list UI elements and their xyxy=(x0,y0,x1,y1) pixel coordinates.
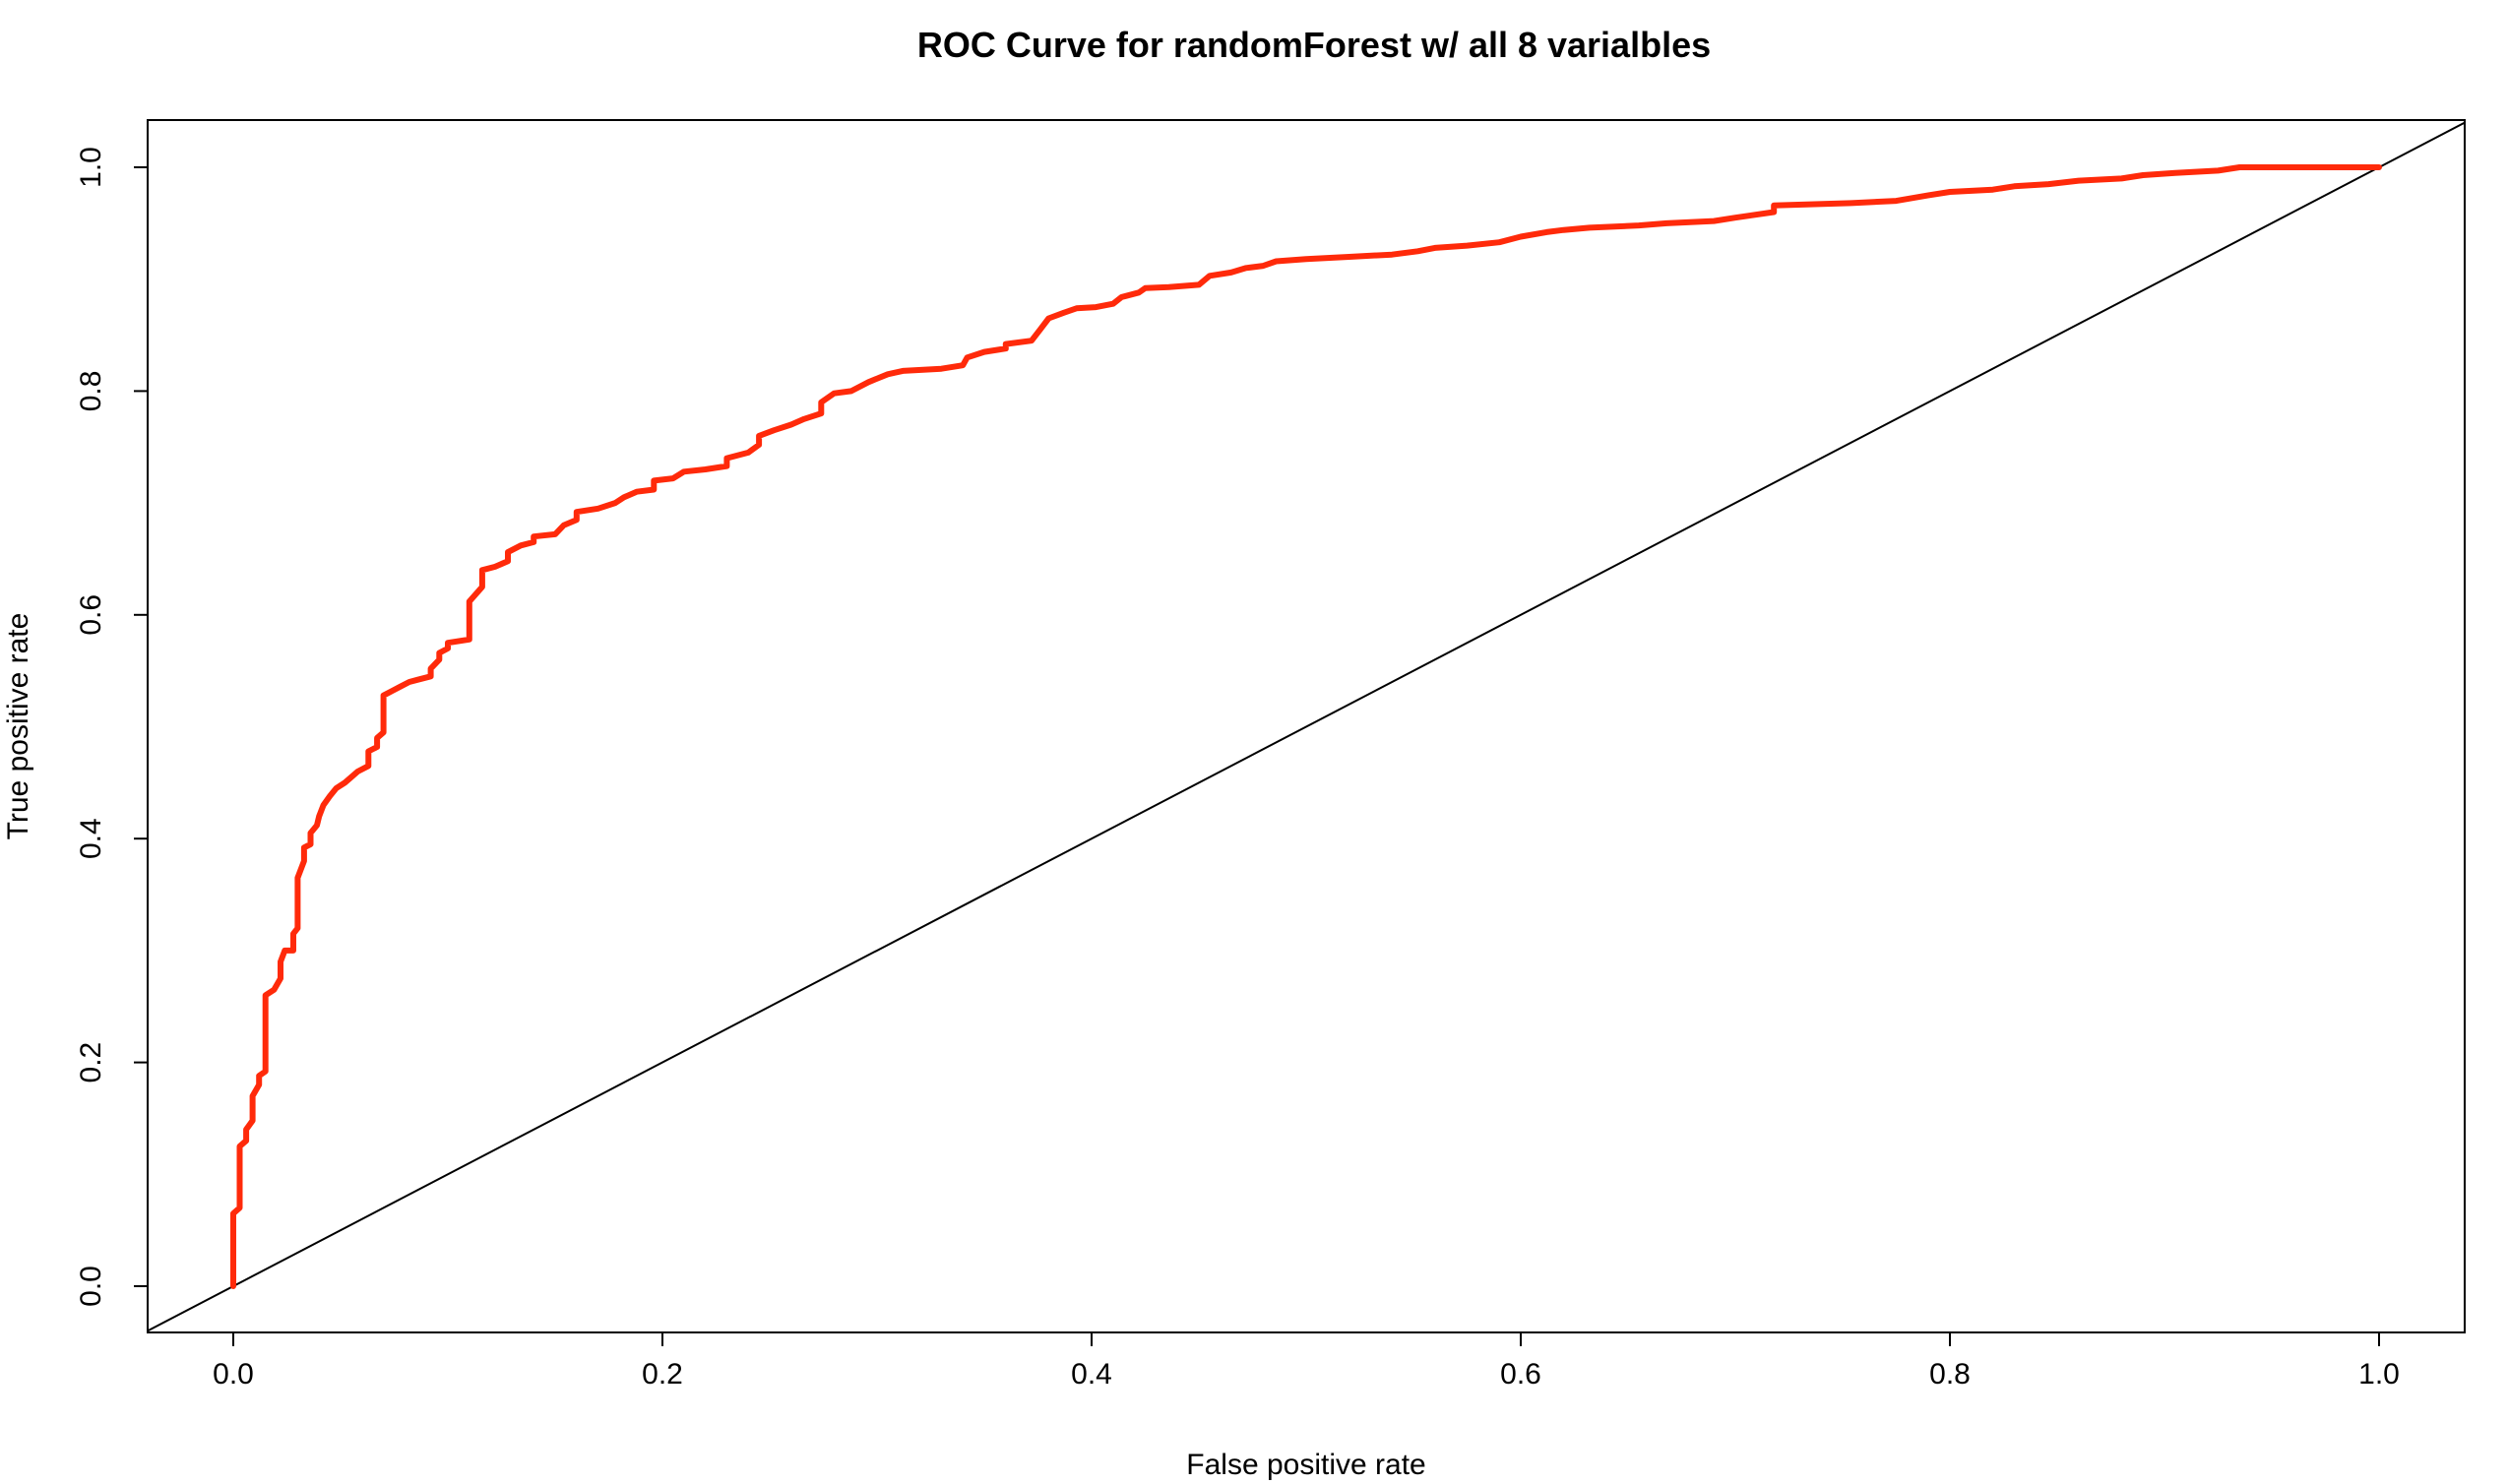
y-axis-title: True positive rate xyxy=(2,613,34,840)
x-axis: 0.0 0.2 0.4 0.6 0.8 1.0 xyxy=(213,1331,2400,1391)
diagonal-reference-line xyxy=(148,121,2465,1332)
roc-curve-line xyxy=(230,164,2382,1289)
y-tick-label: 0.2 xyxy=(75,1042,107,1083)
x-tick-label: 0.6 xyxy=(1500,1358,1541,1391)
y-tick-label: 0.6 xyxy=(75,594,107,636)
y-tick-label: 1.0 xyxy=(75,147,107,188)
x-tick-label: 0.8 xyxy=(1929,1358,1971,1391)
y-tick-label: 0.8 xyxy=(75,371,107,412)
y-tick-label: 0.4 xyxy=(75,818,107,859)
x-tick-label: 0.0 xyxy=(213,1358,254,1391)
x-tick-label: 0.4 xyxy=(1071,1358,1112,1391)
x-tick-label: 1.0 xyxy=(2358,1358,2400,1391)
y-axis: 0.0 0.2 0.4 0.6 0.8 1.0 xyxy=(75,147,149,1307)
x-axis-title: False positive rate xyxy=(1186,1449,1425,1481)
x-tick-label: 0.2 xyxy=(642,1358,683,1391)
y-tick-label: 0.0 xyxy=(75,1266,107,1307)
chart-title: ROC Curve for randomForest w/ all 8 vari… xyxy=(917,25,1711,65)
